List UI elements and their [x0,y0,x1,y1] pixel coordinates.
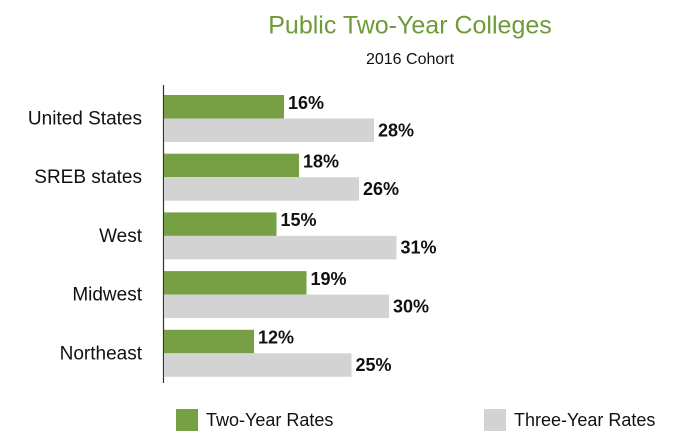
bar [164,294,389,319]
chart-title: Public Two-Year Colleges [268,12,552,40]
bar [164,95,284,119]
bar [164,177,359,201]
bar [164,353,352,377]
bar [164,153,299,178]
data-label: 30% [393,296,429,316]
data-label: 26% [363,179,399,199]
legend-label: Two-Year Rates [206,410,333,430]
bar [164,235,397,260]
data-label: 25% [356,355,392,375]
data-label: 16% [288,93,324,113]
y-tick-label: Northeast [60,343,143,364]
data-label: 19% [311,269,347,289]
legend-swatch [484,409,506,431]
bar [164,118,374,142]
data-label: 15% [281,210,317,230]
data-label: 18% [303,151,339,171]
chart-subtitle: 2016 Cohort [366,51,455,68]
y-tick-label: Midwest [72,285,142,306]
y-tick-label: United States [28,109,142,130]
legend-label: Three-Year Rates [514,410,655,430]
bar [164,271,307,295]
data-label: 12% [258,328,294,348]
data-label: 28% [378,120,414,140]
data-label: 31% [401,238,437,258]
bar [164,212,277,236]
y-tick-label: SREB states [34,167,142,188]
y-tick-label: West [99,226,143,247]
bar [164,329,254,354]
legend-swatch [176,409,198,431]
